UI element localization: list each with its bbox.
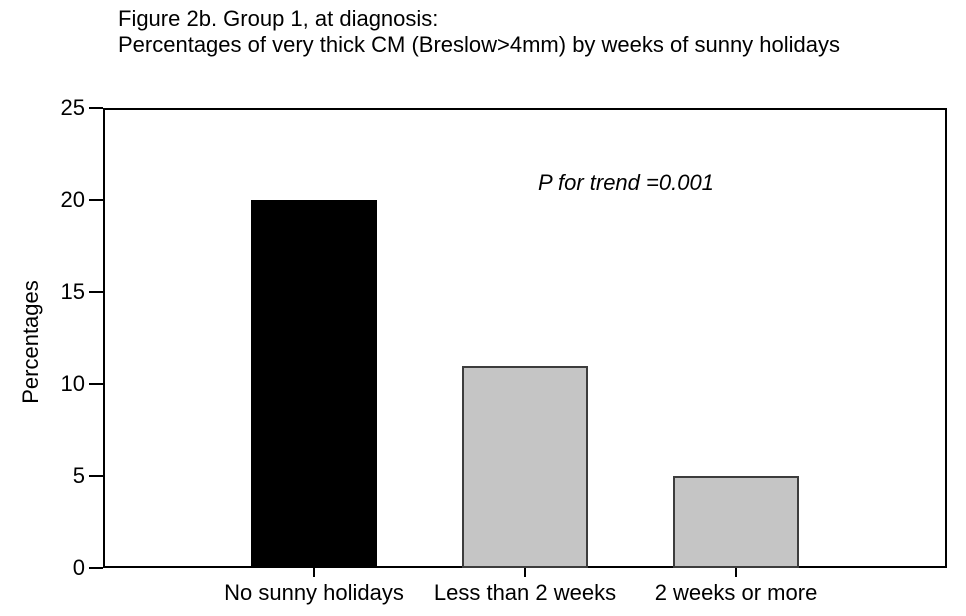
y-tick-label: 5: [72, 463, 85, 488]
p-for-trend-annotation: P for trend =0.001: [538, 170, 714, 195]
x-tick-mark: [313, 568, 315, 577]
chart-title: Figure 2b. Group 1, at diagnosis: Percen…: [118, 6, 840, 58]
bar-2-weeks-or-more: [673, 476, 799, 568]
y-tick-mark: [89, 291, 103, 293]
x-category-label-no-sunny-holidays: No sunny holidays: [224, 580, 404, 605]
y-tick-label: 15: [60, 279, 85, 304]
y-tick-label: 20: [60, 187, 85, 212]
x-category-label-2-weeks-or-more: 2 weeks or more: [654, 580, 818, 605]
x-category-label-less-than-2-weeks: Less than 2 weeks: [433, 580, 617, 605]
chart-title-line1: Figure 2b. Group 1, at diagnosis:: [118, 6, 439, 31]
y-tick-label: 25: [60, 95, 85, 120]
y-tick-label: 0: [72, 555, 85, 580]
x-tick-mark: [524, 568, 526, 577]
chart-title-line2: Percentages of very thick CM (Breslow>4m…: [118, 32, 841, 57]
y-tick-mark: [89, 199, 103, 201]
y-tick-mark: [89, 475, 103, 477]
y-tick-label: 10: [60, 371, 85, 396]
y-tick-mark: [89, 107, 103, 109]
y-tick-mark: [89, 383, 103, 385]
bar-less-than-2-weeks: [462, 365, 588, 568]
x-tick-mark: [735, 568, 737, 577]
y-tick-mark: [89, 567, 103, 569]
bar-no-sunny-holidays: [251, 200, 377, 568]
